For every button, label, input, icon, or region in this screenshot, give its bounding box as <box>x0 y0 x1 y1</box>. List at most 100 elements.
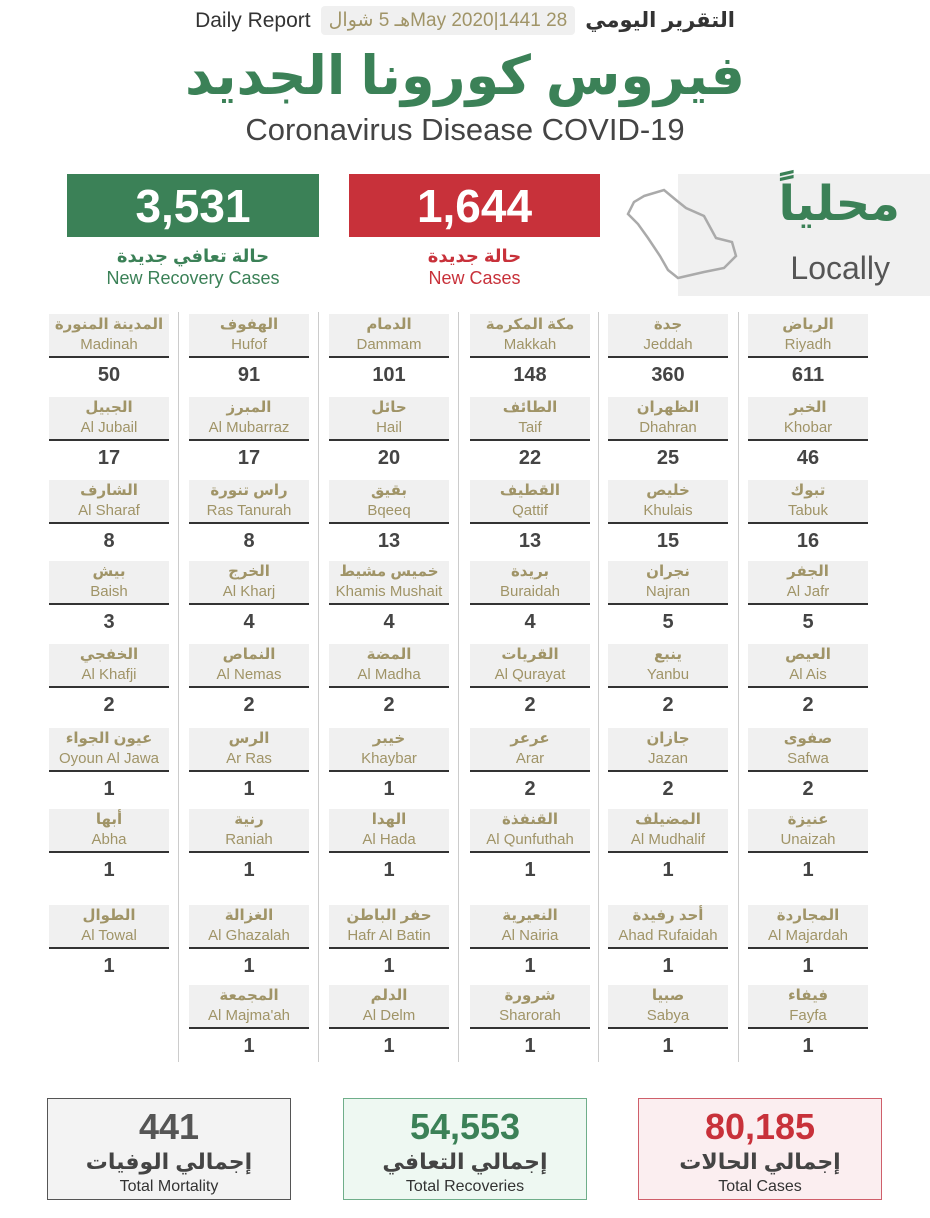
city-name-ar: أحد رفيدة <box>632 907 704 924</box>
city-cell: جازان Jazan 2 <box>608 728 728 801</box>
city-cell: بيش Baish 3 <box>49 561 169 634</box>
city-cell: صبيا Sabya 1 <box>608 985 728 1058</box>
city-name-en: Makkah <box>503 336 557 353</box>
city-cell: خميس مشيط Khamis Mushait 4 <box>329 561 449 634</box>
city-cell: المجمعة Al Majma'ah 1 <box>189 985 309 1058</box>
city-name-ar: العيص <box>785 646 831 663</box>
city-name-box: صبيا Sabya <box>608 985 728 1029</box>
city-name-ar: حائل <box>371 399 407 416</box>
city-name-en: Dhahran <box>639 419 697 436</box>
city-cell: أبها Abha 1 <box>49 809 169 882</box>
city-case-count: 2 <box>524 778 536 800</box>
city-case-count: 20 <box>377 447 401 469</box>
total-mortality-label-ar: إجمالي الوفيات <box>85 1149 253 1174</box>
city-cell: المدينة المنورة Madinah 50 <box>49 314 169 387</box>
city-name-box: فيفاء Fayfa <box>748 985 868 1029</box>
city-case-count: 1 <box>662 1035 674 1057</box>
total-mortality-card: 441 إجمالي الوفيات Total Mortality <box>47 1098 291 1200</box>
city-cell: القريات Al Qurayat 2 <box>470 644 590 717</box>
city-case-count: 2 <box>802 694 814 716</box>
city-case-count: 1 <box>524 955 536 977</box>
city-case-count: 1 <box>662 859 674 881</box>
city-name-en: Ahad Rufaidah <box>618 927 718 944</box>
city-name-ar: الخفجي <box>79 646 139 663</box>
city-name-en: Al Jubail <box>80 419 138 436</box>
city-case-count: 5 <box>802 611 814 633</box>
locally-panel <box>678 174 930 296</box>
city-name-box: أبها Abha <box>49 809 169 853</box>
new-cases-label: حالة جديدة New Cases <box>349 245 600 289</box>
city-name-box: الشارف Al Sharaf <box>49 480 169 524</box>
column-divider <box>738 312 739 1062</box>
city-name-box: القنفذة Al Qunfuthah <box>470 809 590 853</box>
city-name-box: نجران Najran <box>608 561 728 605</box>
city-name-box: صفوى Safwa <box>748 728 868 772</box>
city-name-en: Dammam <box>356 336 422 353</box>
city-name-box: الطوال Al Towal <box>49 905 169 949</box>
city-case-count: 1 <box>383 778 395 800</box>
city-name-box: خليص Khulais <box>608 480 728 524</box>
city-case-count: 2 <box>243 694 255 716</box>
city-name-en: Safwa <box>787 750 829 767</box>
city-cell: عنيزة Unaizah 1 <box>748 809 868 882</box>
city-name-box: تبوك Tabuk <box>748 480 868 524</box>
city-cell: العيص Al Ais 2 <box>748 644 868 717</box>
city-name-ar: عيون الجواء <box>65 730 153 747</box>
city-case-count: 4 <box>243 611 255 633</box>
city-name-box: المدينة المنورة Madinah <box>49 314 169 358</box>
city-name-ar: الجبيل <box>85 399 133 416</box>
city-name-en: Khamis Mushait <box>335 583 443 600</box>
city-name-en: Baish <box>90 583 128 600</box>
city-name-box: المجمعة Al Majma'ah <box>189 985 309 1029</box>
city-name-box: مكة المكرمة Makkah <box>470 314 590 358</box>
city-case-count: 2 <box>103 694 115 716</box>
city-case-count: 17 <box>237 447 261 469</box>
report-title-ar: التقرير اليومي <box>585 9 735 32</box>
city-case-count: 2 <box>524 694 536 716</box>
city-name-en: Yanbu <box>646 666 690 683</box>
total-recoveries-card: 54,553 إجمالي التعافي Total Recoveries <box>343 1098 587 1200</box>
city-cell: أحد رفيدة Ahad Rufaidah 1 <box>608 905 728 978</box>
new-cases-label-en: New Cases <box>428 268 521 288</box>
city-name-ar: خميس مشيط <box>339 563 439 580</box>
city-name-box: عيون الجواء Oyoun Al Jawa <box>49 728 169 772</box>
city-name-ar: المضة <box>366 646 412 663</box>
city-name-box: الدمام Dammam <box>329 314 449 358</box>
city-name-box: الهفوف Hufof <box>189 314 309 358</box>
city-case-count: 1 <box>802 955 814 977</box>
city-name-ar: ينبع <box>653 646 683 663</box>
city-name-en: Al Nemas <box>216 666 282 683</box>
total-cases-label-ar: إجمالي الحالات <box>679 1149 841 1174</box>
city-cell: جدة Jeddah 360 <box>608 314 728 387</box>
city-name-ar: الخرج <box>228 563 270 580</box>
new-cases-label-ar: حالة جديدة <box>427 246 522 266</box>
city-case-count: 50 <box>97 364 121 386</box>
city-case-count: 13 <box>518 530 542 552</box>
city-case-count: 1 <box>243 778 255 800</box>
city-name-ar: أبها <box>95 811 123 828</box>
city-cell: رنية Raniah 1 <box>189 809 309 882</box>
column-divider <box>318 312 319 1062</box>
city-cell: نجران Najran 5 <box>608 561 728 634</box>
total-cases-card: 80,185 إجمالي الحالات Total Cases <box>638 1098 882 1200</box>
city-name-box: الخفجي Al Khafji <box>49 644 169 688</box>
city-name-ar: خليص <box>646 482 690 499</box>
city-cell: مكة المكرمة Makkah 148 <box>470 314 590 387</box>
city-name-box: أحد رفيدة Ahad Rufaidah <box>608 905 728 949</box>
city-case-count: 91 <box>237 364 261 386</box>
city-cell: الرياض Riyadh 611 <box>748 314 868 387</box>
locally-title-ar: محلياً <box>778 178 900 231</box>
city-name-en: Al Majardah <box>767 927 849 944</box>
city-name-box: الخرج Al Kharj <box>189 561 309 605</box>
city-name-ar: القنفذة <box>501 811 558 828</box>
city-name-ar: عنيزة <box>787 811 829 828</box>
city-name-en: Al Hada <box>362 831 416 848</box>
city-name-ar: الظهران <box>636 399 700 416</box>
city-cell: بقيق Bqeeq 13 <box>329 480 449 553</box>
column-divider <box>598 312 599 1062</box>
city-cell: الطائف Taif 22 <box>470 397 590 470</box>
city-name-ar: المدينة المنورة <box>54 316 164 333</box>
city-case-count: 22 <box>518 447 542 469</box>
city-name-box: رنية Raniah <box>189 809 309 853</box>
city-case-count: 1 <box>243 955 255 977</box>
